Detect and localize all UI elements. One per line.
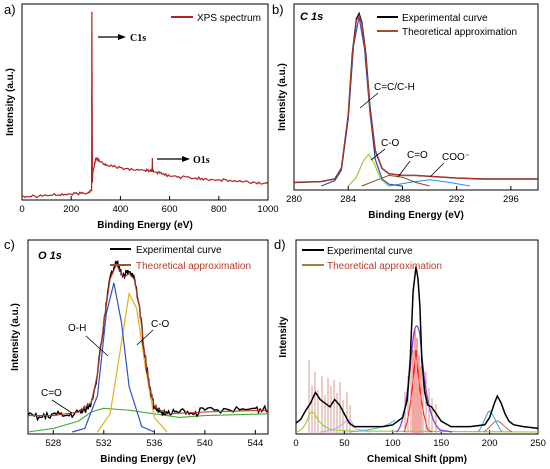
panel-b-x-tick-label-0: 280 [286, 194, 302, 205]
panel-a-o1s-arrowhead [182, 156, 190, 162]
panel-d-x-tick-label-4: 200 [482, 438, 498, 449]
panel-a-frame [21, 3, 269, 201]
panel-b-letter: b) [272, 2, 284, 17]
panel-b-anno-c-double-o: C=O [407, 150, 428, 161]
panel-a-x-tick-label-2: 400 [112, 204, 128, 215]
panel-b-leader-c-double-o [397, 160, 411, 178]
panel-b-leader-coo [429, 162, 445, 178]
panel-c-xlabel: Binding Energy (eV) [100, 454, 196, 465]
panel-c: c) O 1s 528 532 536 540 544 Experimental cur… [4, 237, 269, 465]
panel-a-ylabel: Intensity (a.u.) [5, 68, 16, 136]
panel-c-legend-exp: Experimental curve [136, 245, 222, 256]
panel-d-xlabel: Chemical Shift (ppm) [367, 454, 467, 465]
panel-b-x-tick-label-3: 292 [449, 194, 465, 205]
panel-a-xlabel: Binding Energy (eV) [97, 220, 193, 231]
panel-b-anno-cc-ch: C=C/C-H [374, 82, 415, 93]
panel-c-x-tick-label-3: 540 [197, 438, 213, 449]
panel-b-leader-cc-ch [359, 92, 379, 109]
panel-d-x-tick-label-2: 100 [385, 438, 401, 449]
panel-a-x-tick-label-3: 600 [162, 204, 178, 215]
panel-d-letter: d) [274, 237, 286, 252]
panel-a-x-ticks: 0 200 400 600 800 1000 [19, 196, 279, 215]
panel-b-x-tick-label-4: 296 [503, 194, 519, 205]
panel-c-leader-c-o [136, 329, 154, 346]
panel-a-o1s-label: O1s [193, 155, 210, 166]
panel-b-legend-theo: Theoretical approximation [402, 27, 517, 38]
panel-c-anno-c-double-o: C=O [41, 388, 62, 399]
panel-b-legend-exp: Experimental curve [402, 13, 488, 24]
panel-b: b) C 1s 280 284 288 292 296 Experimental cur… [272, 2, 539, 221]
panel-d-ylabel: Intensity [278, 316, 289, 358]
panel-b-ylabel: Intensity (a.u.) [277, 63, 288, 131]
panel-b-series-theoretical [293, 13, 538, 184]
panel-b-series-c-o [347, 153, 390, 187]
panel-d-x-tick-label-3: 150 [433, 438, 449, 449]
panel-c-leader-o-h [85, 335, 109, 357]
panel-a-x-tick-label-1: 200 [63, 204, 79, 215]
panel-a-x-tick-label-5: 1000 [257, 204, 278, 215]
panel-a-letter: a) [4, 2, 16, 17]
panel-b-anno-c-o: C-O [381, 138, 400, 149]
panel-c-letter: c) [4, 237, 15, 252]
panel-a: a) 0 200 400 600 800 1000 XPS spectrum C1s O1… [4, 2, 279, 231]
panel-d-frame [295, 239, 539, 435]
panel-b-anno-coo: COO⁻ [442, 152, 470, 163]
panel-d-fit-baseline [349, 419, 396, 433]
panel-b-title: C 1s [300, 11, 323, 23]
panel-c-series-theoretical [28, 263, 269, 417]
panel-b-series-coo [388, 179, 471, 187]
panel-d-fit-carbonyl-2 [483, 420, 513, 433]
panel-c-x-tick-label-2: 536 [146, 438, 162, 449]
panel-a-c1s-arrowhead [118, 34, 126, 40]
panel-c-series-c-o [97, 291, 168, 433]
panel-d-fit-aromatic-2 [403, 349, 433, 433]
panel-c-leader-c-double-o [51, 399, 73, 414]
panel-b-frame [293, 3, 539, 191]
panel-a-series-xps [21, 11, 269, 199]
panel-c-x-tick-label-4: 544 [247, 438, 263, 449]
panel-b-x-ticks: 280 284 288 292 296 [286, 186, 519, 205]
panel-d: d) 0 50 100 150 200 250 [274, 237, 546, 465]
panel-d-legend-exp: Experimental curve [327, 246, 413, 257]
panel-d-x-tick-label-0: 0 [293, 438, 298, 449]
panel-d-legend-theo: Theoretical approximation [327, 261, 442, 272]
panel-a-c1s-label: C1s [130, 33, 146, 44]
panel-b-x-tick-label-1: 284 [340, 194, 356, 205]
panel-d-calculated-sticks [308, 330, 437, 433]
panel-c-x-tick-label-1: 532 [96, 438, 112, 449]
panel-a-x-tick-label-0: 0 [19, 204, 24, 215]
panel-c-x-ticks: 528 532 536 540 544 [45, 430, 263, 449]
panel-c-anno-o-h: O-H [68, 323, 86, 334]
panel-d-x-tick-label-5: 250 [530, 438, 546, 449]
panel-c-legend-theo: Theoretical approximation [136, 261, 251, 272]
panel-d-x-tick-label-1: 50 [339, 438, 350, 449]
panel-b-x-tick-label-2: 288 [395, 194, 411, 205]
panel-b-leader-c-o [370, 148, 386, 161]
panel-c-x-tick-label-0: 528 [45, 438, 61, 449]
panel-c-ylabel: Intensity (a.u.) [10, 303, 21, 371]
panel-c-series-c-double-o [27, 407, 269, 433]
panel-c-series-experimental [27, 259, 269, 422]
panel-b-series-cc-ch [320, 16, 403, 187]
panel-a-x-tick-label-4: 800 [211, 204, 227, 215]
panel-c-series-o-h [72, 282, 155, 433]
panel-c-anno-c-o: C-O [151, 319, 170, 330]
panel-c-title: O 1s [38, 250, 62, 262]
panel-d-fit-low-ppm [295, 411, 541, 433]
panel-d-fit-aromatic [395, 325, 453, 433]
panel-c-frame [27, 239, 269, 435]
panel-d-series-experimental [295, 266, 539, 430]
panel-b-series-c-double-o [361, 174, 430, 187]
panel-b-xlabel: Binding Energy (eV) [368, 210, 464, 221]
panel-a-legend-label: XPS spectrum [197, 13, 261, 24]
